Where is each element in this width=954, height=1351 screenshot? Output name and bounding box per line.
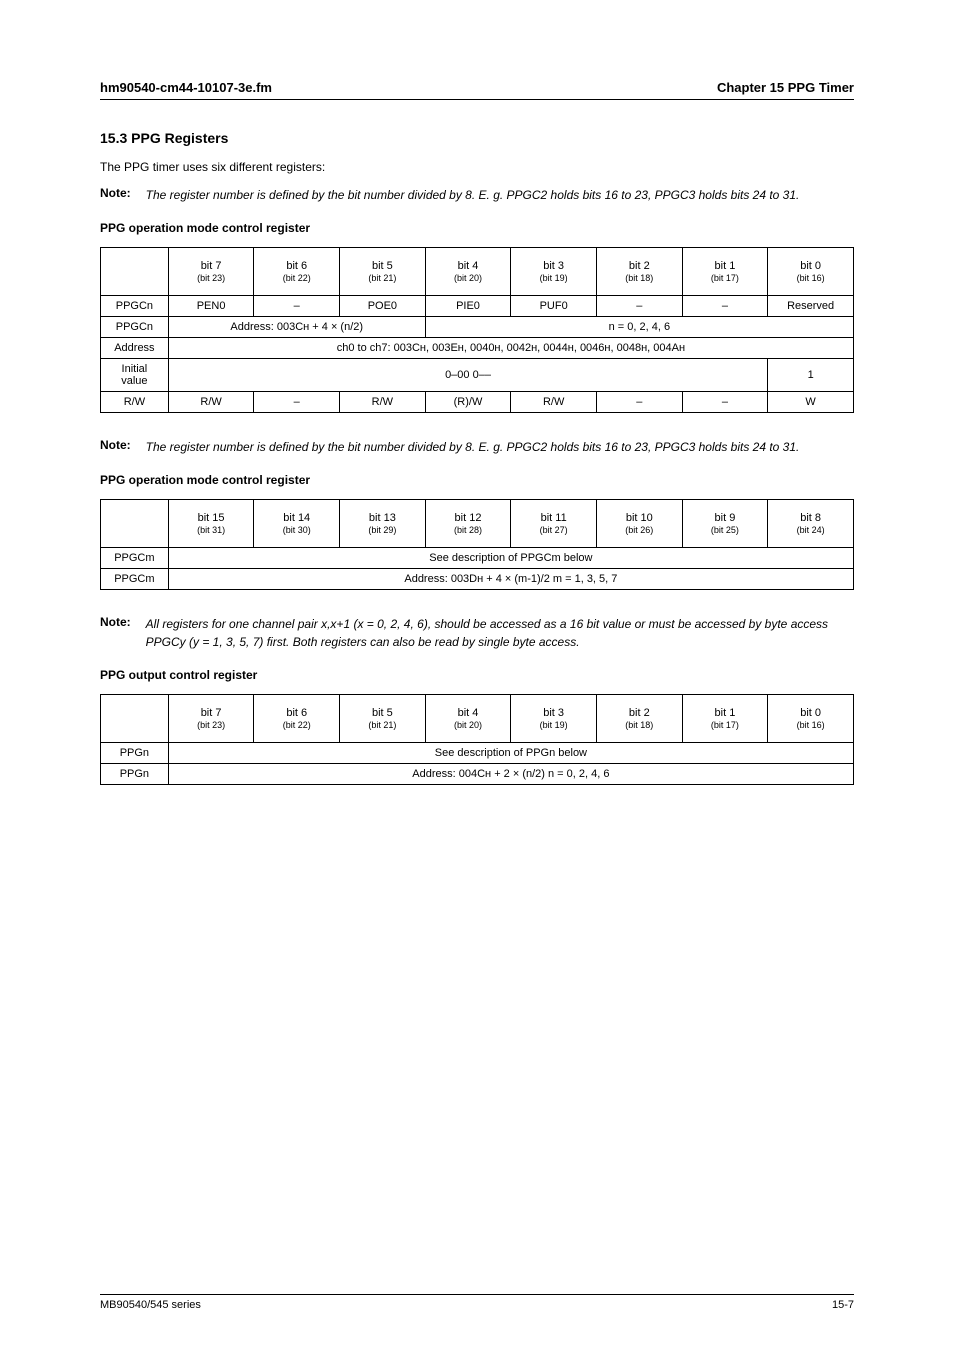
cell: R/W — [340, 392, 426, 413]
note-label: Note: — [100, 615, 131, 629]
cell: 1 — [768, 359, 854, 392]
footer-left: MB90540/545 series — [100, 1299, 201, 1311]
page-header: hm90540-cm44-10107-3e.fm Chapter 15 PPG … — [100, 80, 854, 100]
table1-title: PPG operation mode control register — [100, 219, 854, 237]
table-3: bit 7(bit 23) bit 6(bit 22) bit 5(bit 21… — [100, 694, 854, 785]
bit-header: bit 3(bit 19) — [511, 695, 597, 743]
cell: – — [682, 392, 768, 413]
bit-header: bit 5(bit 21) — [340, 248, 426, 296]
table-row: PPGCn PEN0 – POE0 PIE0 PUF0 – – Reserved — [101, 296, 854, 317]
note-3: Note: All registers for one channel pair… — [100, 615, 854, 651]
cell: – — [254, 392, 340, 413]
bit-header: bit 10(bit 26) — [596, 500, 682, 548]
table-row: PPGCn Address: 003Cʜ + 4 × (n/2) n = 0, … — [101, 317, 854, 338]
empty-cell — [101, 500, 169, 548]
table-row: PPGCm Address: 003Dʜ + 4 × (m-1)/2 m = 1… — [101, 569, 854, 590]
note-text: The register number is defined by the bi… — [146, 186, 800, 204]
bit-header: bit 2(bit 18) — [596, 695, 682, 743]
cell: W — [768, 392, 854, 413]
row-label: PPGCm — [101, 569, 169, 590]
bit-header: bit 6(bit 22) — [254, 248, 340, 296]
bit-header: bit 1(bit 17) — [682, 248, 768, 296]
bit-header: bit 8(bit 24) — [768, 500, 854, 548]
cell: R/W — [168, 392, 254, 413]
cell: Reserved — [768, 296, 854, 317]
row-label: PPGn — [101, 743, 169, 764]
bit-header: bit 4(bit 20) — [425, 695, 511, 743]
note-2: Note: The register number is defined by … — [100, 438, 854, 456]
cell: ch0 to ch7: 003Cʜ, 003Eʜ, 0040ʜ, 0042ʜ, … — [168, 338, 853, 359]
table3-title: PPG output control register — [100, 666, 854, 684]
table-row: R/W R/W – R/W (R)/W R/W – – W — [101, 392, 854, 413]
section-title: 15.3 PPG Registers — [100, 130, 854, 146]
header-left: hm90540-cm44-10107-3e.fm — [100, 80, 272, 95]
cell: – — [596, 392, 682, 413]
note-text: All registers for one channel pair x,x+1… — [146, 615, 854, 651]
bit-header: bit 11(bit 27) — [511, 500, 597, 548]
cell: PUF0 — [511, 296, 597, 317]
cell: Address: 003Dʜ + 4 × (m-1)/2 m = 1, 3, 5… — [168, 569, 853, 590]
table-row: PPGCm See description of PPGCm below — [101, 548, 854, 569]
cell: 0–00 0–– — [168, 359, 767, 392]
header-right: Chapter 15 PPG Timer — [717, 80, 854, 95]
bit-header: bit 13(bit 29) — [340, 500, 426, 548]
table2-title: PPG operation mode control register — [100, 471, 854, 489]
cell: Address: 004Cʜ + 2 × (n/2) n = 0, 2, 4, … — [168, 764, 853, 785]
bit-header: bit 1(bit 17) — [682, 695, 768, 743]
bit-header: bit 2(bit 18) — [596, 248, 682, 296]
cell: PIE0 — [425, 296, 511, 317]
table-row: bit 7(bit 23) bit 6(bit 22) bit 5(bit 21… — [101, 248, 854, 296]
row-label: PPGCn — [101, 296, 169, 317]
note-label: Note: — [100, 186, 131, 200]
bit-header: bit 0(bit 16) — [768, 248, 854, 296]
table-row: PPGn Address: 004Cʜ + 2 × (n/2) n = 0, 2… — [101, 764, 854, 785]
bit-header: bit 6(bit 22) — [254, 695, 340, 743]
bit-header: bit 14(bit 30) — [254, 500, 340, 548]
page-footer: MB90540/545 series 15-7 — [100, 1294, 854, 1311]
empty-cell — [101, 248, 169, 296]
cell: n = 0, 2, 4, 6 — [425, 317, 853, 338]
cell: – — [254, 296, 340, 317]
section-intro: The PPG timer uses six different registe… — [100, 158, 854, 176]
footer-right: 15-7 — [832, 1299, 854, 1311]
bit-header: bit 7(bit 23) — [168, 695, 254, 743]
bit-header: bit 4(bit 20) — [425, 248, 511, 296]
bit-header: bit 0(bit 16) — [768, 695, 854, 743]
bit-header: bit 9(bit 25) — [682, 500, 768, 548]
note-text: The register number is defined by the bi… — [146, 438, 800, 456]
table-row: bit 7(bit 23) bit 6(bit 22) bit 5(bit 21… — [101, 695, 854, 743]
bit-header: bit 3(bit 19) — [511, 248, 597, 296]
cell: See description of PPGn below — [168, 743, 853, 764]
row-label: PPGCn — [101, 317, 169, 338]
cell: (R)/W — [425, 392, 511, 413]
row-label: R/W — [101, 392, 169, 413]
cell: PEN0 — [168, 296, 254, 317]
cell: Address: 003Cʜ + 4 × (n/2) — [168, 317, 425, 338]
empty-cell — [101, 695, 169, 743]
table-2: bit 15(bit 31) bit 14(bit 30) bit 13(bit… — [100, 499, 854, 590]
table-row: bit 15(bit 31) bit 14(bit 30) bit 13(bit… — [101, 500, 854, 548]
table-1: bit 7(bit 23) bit 6(bit 22) bit 5(bit 21… — [100, 247, 854, 413]
row-label: Address — [101, 338, 169, 359]
cell: – — [682, 296, 768, 317]
cell: See description of PPGCm below — [168, 548, 853, 569]
bit-header: bit 12(bit 28) — [425, 500, 511, 548]
row-label: Initial value — [101, 359, 169, 392]
note-1: Note: The register number is defined by … — [100, 186, 854, 204]
table-row: PPGn See description of PPGn below — [101, 743, 854, 764]
bit-header: bit 5(bit 21) — [340, 695, 426, 743]
table-row: Address ch0 to ch7: 003Cʜ, 003Eʜ, 0040ʜ,… — [101, 338, 854, 359]
cell: – — [596, 296, 682, 317]
bit-header: bit 7(bit 23) — [168, 248, 254, 296]
cell: R/W — [511, 392, 597, 413]
cell: POE0 — [340, 296, 426, 317]
note-label: Note: — [100, 438, 131, 452]
table-row: Initial value 0–00 0–– 1 — [101, 359, 854, 392]
row-label: PPGn — [101, 764, 169, 785]
bit-header: bit 15(bit 31) — [168, 500, 254, 548]
row-label: PPGCm — [101, 548, 169, 569]
